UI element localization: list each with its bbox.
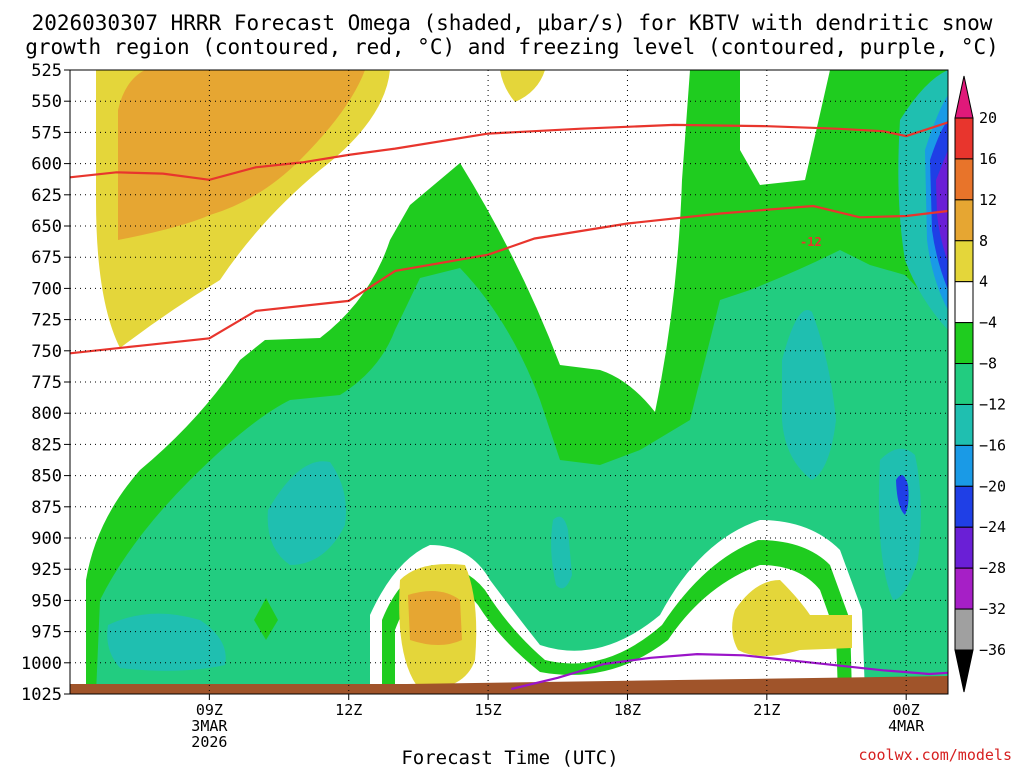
colorbar-label: −36 bbox=[979, 641, 1006, 659]
y-tick-label: 625 bbox=[31, 186, 62, 206]
x-tick-label: 18Z bbox=[614, 701, 641, 719]
colorbar: 20 16 12 8 4 −4 −8 −12 −16 −20 −24 −28 −32 −36 bbox=[954, 75, 1006, 693]
terrain-ground-edge bbox=[70, 676, 948, 694]
colorbar-swatch bbox=[954, 363, 974, 405]
colorbar-swatch bbox=[954, 567, 974, 610]
x-tick-label: 21Z bbox=[753, 701, 780, 719]
colorbar-swatch bbox=[954, 485, 974, 528]
y-tick-label: 650 bbox=[31, 217, 62, 237]
colorbar-swatch bbox=[954, 240, 974, 283]
colorbar-swatch bbox=[954, 444, 974, 487]
y-tick-label: 600 bbox=[31, 155, 62, 175]
y-tick-label: 925 bbox=[31, 560, 62, 580]
y-tick-label: 800 bbox=[31, 404, 62, 424]
y-tick-label: 900 bbox=[31, 529, 62, 549]
omega-shade-neg-24-28-right-edge bbox=[936, 150, 948, 262]
colorbar-label: −28 bbox=[979, 559, 1006, 577]
colorbar-label: −20 bbox=[979, 477, 1006, 495]
y-tick-label: 725 bbox=[31, 311, 62, 331]
omega-shade-neg-12-16-far-right bbox=[878, 448, 921, 600]
colorbar-swatch bbox=[954, 608, 974, 651]
x-tick-label: 09Z bbox=[196, 701, 223, 719]
dgz-contour-label: -12 bbox=[800, 235, 822, 249]
y-tick-label: 675 bbox=[31, 248, 62, 268]
omega-shade-pos-4-8-top-mid bbox=[500, 70, 545, 102]
colorbar-label: 8 bbox=[979, 232, 988, 250]
colorbar-label: −24 bbox=[979, 518, 1006, 536]
colorbar-label: 12 bbox=[979, 191, 997, 209]
y-tick-label: 1025 bbox=[21, 685, 62, 705]
colorbar-label: −32 bbox=[979, 600, 1006, 618]
contour-line-2 bbox=[70, 204, 948, 355]
plot-area: -12 bbox=[70, 70, 948, 694]
credit-text: coolwx.com/models bbox=[858, 746, 1012, 764]
colorbar-label: 4 bbox=[979, 273, 988, 291]
x-tick-label: 3MAR bbox=[191, 717, 228, 735]
y-tick-label: 775 bbox=[31, 373, 62, 393]
colorbar-label: −12 bbox=[979, 395, 1006, 413]
colorbar-top-arrow bbox=[954, 75, 974, 119]
x-tick-label: 15Z bbox=[475, 701, 502, 719]
y-tick-label: 875 bbox=[31, 498, 62, 518]
omega-shade-neg-12-16-mid bbox=[551, 516, 572, 589]
y-tick-label: 525 bbox=[31, 61, 62, 81]
omega-shade-neg-20-24-pocket bbox=[896, 475, 909, 515]
colorbar-swatch bbox=[954, 199, 974, 242]
x-tick-label: 12Z bbox=[335, 701, 362, 719]
colorbar-swatch bbox=[954, 403, 974, 446]
contour-line-1 bbox=[70, 121, 948, 181]
y-tick-label: 700 bbox=[31, 279, 62, 299]
colorbar-swatch bbox=[954, 526, 974, 569]
omega-shade-pos-8-12-upper-left bbox=[118, 70, 365, 240]
colorbar-swatch bbox=[954, 322, 974, 365]
x-tick-label: 4MAR bbox=[888, 717, 925, 735]
colorbar-swatch bbox=[954, 158, 974, 201]
omega-shade-neg-12-16-lower-left bbox=[107, 613, 226, 671]
x-tick-label: 00Z bbox=[893, 701, 920, 719]
colorbar-label: −16 bbox=[979, 436, 1006, 454]
y-tick-label: 1000 bbox=[21, 654, 62, 674]
y-tick-label: 975 bbox=[31, 623, 62, 643]
colorbar-swatch bbox=[954, 281, 974, 324]
y-tick-label: 950 bbox=[31, 591, 62, 611]
y-tick-label: 750 bbox=[31, 342, 62, 362]
colorbar-label: −8 bbox=[979, 355, 997, 373]
omega-shade-neg-4-8-diamond bbox=[254, 598, 278, 640]
colorbar-label: 20 bbox=[979, 109, 997, 127]
colorbar-label: −4 bbox=[979, 314, 997, 332]
omega-shade-pos-4-8-lower-right bbox=[732, 580, 852, 656]
y-tick-label: 575 bbox=[31, 123, 62, 143]
x-axis-title: Forecast Time (UTC) bbox=[401, 747, 618, 768]
x-tick-label: 2026 bbox=[191, 733, 227, 751]
chart-title-line2: growth region (contoured, red, °C) and f… bbox=[25, 35, 999, 59]
colorbar-swatch bbox=[954, 117, 974, 160]
omega-shade-neg-12-16-right bbox=[782, 310, 836, 480]
colorbar-bottom-arrow bbox=[954, 649, 974, 693]
omega-shade-neg-12-16-mid-left bbox=[267, 461, 346, 565]
omega-shade-white-hole-3 bbox=[395, 565, 838, 694]
y-tick-label: 850 bbox=[31, 467, 62, 487]
chart-title-line1: 2026030307 HRRR Forecast Omega (shaded, … bbox=[32, 11, 993, 35]
y-tick-label: 550 bbox=[31, 92, 62, 112]
omega-shade-pos-8-12-lower-mid bbox=[408, 591, 462, 645]
y-tick-label: 825 bbox=[31, 435, 62, 455]
colorbar-label: 16 bbox=[979, 150, 997, 168]
contour-line-3 bbox=[511, 652, 948, 691]
